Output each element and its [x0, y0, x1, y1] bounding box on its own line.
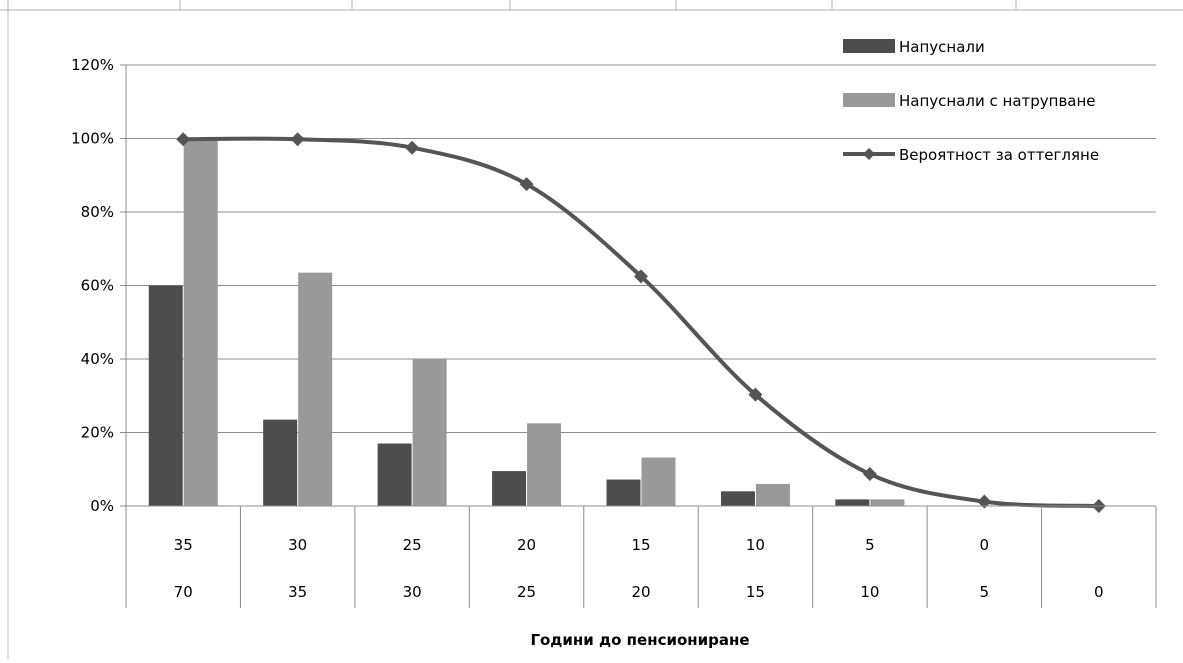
probability-marker	[634, 269, 648, 284]
x-category-label-row1: 10	[746, 536, 765, 554]
probability-marker	[290, 132, 305, 147]
probability-marker	[977, 494, 992, 509]
bar-napusnali-natrupvane	[412, 359, 447, 506]
x-category-label-row2: 70	[174, 583, 193, 601]
x-category-label-row2: 35	[288, 583, 307, 601]
y-tick-label: 100%	[71, 130, 114, 148]
bar-napusnali	[492, 471, 527, 506]
probability-marker	[519, 177, 534, 192]
bar-napusnali	[377, 443, 412, 506]
bar-napusnali-natrupvane	[527, 423, 562, 506]
bar-napusnali	[606, 479, 641, 506]
x-category-label-row1: 25	[403, 536, 422, 554]
legend-label: Напуснали с натрупване	[899, 92, 1096, 110]
bar-napusnali	[263, 419, 298, 506]
x-category-label-row2: 30	[403, 583, 422, 601]
x-category-label-row1: 30	[288, 536, 307, 554]
legend-swatch	[843, 93, 895, 107]
legend: Напуснали Напуснали с натрупване Вероятнос…	[843, 38, 1099, 164]
x-category-label-row1: 0	[980, 536, 990, 554]
y-tick-label: 20%	[81, 424, 114, 442]
probability-marker	[748, 387, 763, 402]
legend-marker	[863, 148, 875, 160]
axes: 0% 20% 40% 60% 80% 100% 120% 35 30 25 20 15 10 5 0 70 35…	[71, 56, 1157, 608]
bars	[148, 138, 905, 506]
x-category-label-row2: 5	[980, 583, 990, 601]
x-category-label-row1: 5	[865, 536, 875, 554]
x-category-label-row2: 10	[860, 583, 879, 601]
legend-label: Напуснали	[899, 38, 985, 56]
probability-marker	[862, 467, 877, 482]
bar-napusnali-natrupvane	[641, 457, 676, 506]
bar-napusnali	[835, 499, 870, 506]
y-tick-label: 0%	[90, 497, 114, 515]
bar-napusnali-natrupvane	[298, 272, 333, 506]
x-category-label-row2: 15	[746, 583, 765, 601]
x-category-label-row2: 25	[517, 583, 536, 601]
bar-napusnali-natrupvane	[755, 483, 790, 506]
legend-swatch	[843, 39, 895, 53]
y-tick-label: 80%	[81, 203, 114, 221]
x-category-label-row1: 20	[517, 536, 536, 554]
bar-napusnali-natrupvane	[870, 499, 905, 506]
probability-marker	[176, 132, 191, 147]
bar-napusnali	[720, 491, 755, 506]
y-tick-label: 40%	[81, 350, 114, 368]
x-category-label-row2: 20	[631, 583, 650, 601]
y-tick-label: 60%	[81, 277, 114, 295]
x-category-label-row2: 0	[1094, 583, 1104, 601]
x-category-label-row1: 35	[174, 536, 193, 554]
probability-marker	[405, 140, 420, 155]
y-tick-label: 120%	[71, 56, 114, 74]
x-category-label-row1: 15	[631, 536, 650, 554]
bar-napusnali-natrupvane	[183, 138, 218, 506]
legend-label: Вероятност за оттегляне	[899, 146, 1099, 164]
bar-napusnali	[148, 285, 183, 506]
x-axis-title: Години до пенсиониране	[530, 631, 749, 649]
